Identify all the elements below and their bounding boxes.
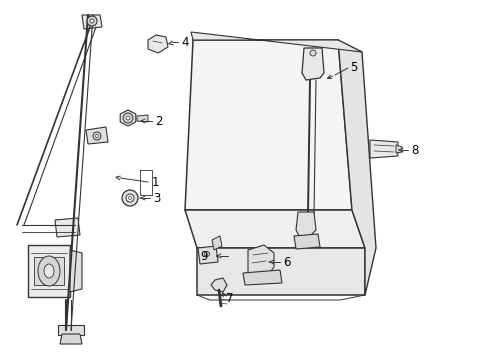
Text: 6: 6 [283,256,290,269]
Polygon shape [212,236,222,250]
Polygon shape [60,334,82,344]
Polygon shape [293,234,319,249]
Circle shape [95,135,98,138]
Polygon shape [369,140,397,158]
Ellipse shape [44,264,54,278]
Polygon shape [395,145,401,153]
Polygon shape [337,40,375,295]
Text: 9: 9 [200,249,207,262]
Polygon shape [86,127,108,144]
Circle shape [87,16,97,26]
Circle shape [93,132,101,140]
Polygon shape [82,15,102,29]
Polygon shape [137,115,148,122]
Text: 3: 3 [153,192,160,204]
Polygon shape [302,48,324,80]
Polygon shape [120,110,136,126]
Ellipse shape [38,256,60,286]
Polygon shape [28,245,70,297]
Circle shape [122,190,138,206]
Polygon shape [184,210,364,248]
Circle shape [126,194,134,202]
Circle shape [90,19,94,23]
Polygon shape [210,278,226,292]
Polygon shape [58,325,84,335]
Polygon shape [191,32,361,52]
Circle shape [309,50,315,56]
Polygon shape [34,257,64,285]
Circle shape [128,197,131,199]
Polygon shape [247,245,273,275]
Circle shape [123,113,133,123]
Polygon shape [197,248,364,295]
Polygon shape [70,250,82,292]
Text: 8: 8 [410,144,418,157]
Polygon shape [55,218,80,237]
Circle shape [126,116,130,120]
Polygon shape [148,35,168,53]
Polygon shape [198,246,218,264]
Text: 7: 7 [225,292,233,305]
Text: 2: 2 [155,114,162,127]
Text: 1: 1 [152,176,159,189]
Polygon shape [243,270,282,285]
Polygon shape [184,40,351,210]
Polygon shape [295,212,315,238]
Text: 5: 5 [349,60,357,73]
Text: 4: 4 [181,36,188,49]
Circle shape [204,252,209,257]
